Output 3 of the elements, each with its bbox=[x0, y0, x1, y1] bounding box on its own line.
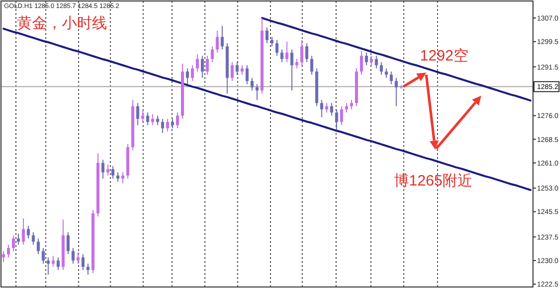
text: 黄金，小时线 bbox=[17, 15, 107, 32]
annotation: 1292空 bbox=[420, 48, 468, 65]
annotation: 博1265附近 bbox=[394, 172, 472, 190]
